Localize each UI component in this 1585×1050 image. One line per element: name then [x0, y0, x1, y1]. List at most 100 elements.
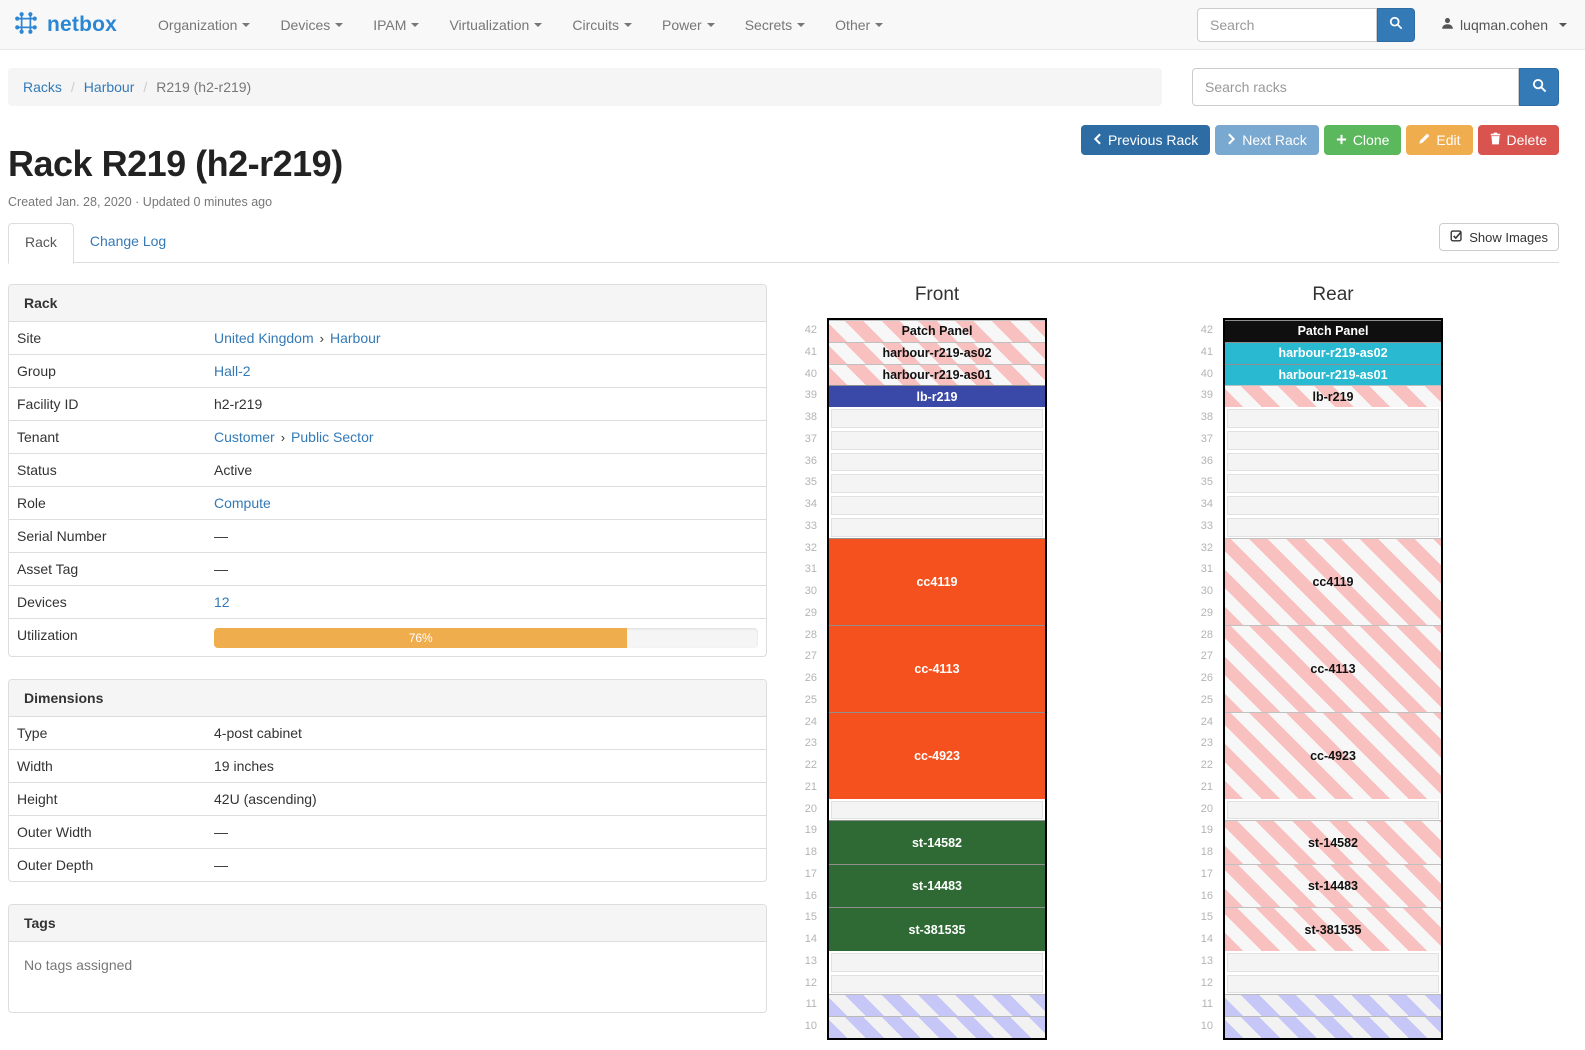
- edit-label: Edit: [1436, 132, 1461, 148]
- unit-number: 25: [804, 693, 817, 706]
- nav-item-ipam[interactable]: IPAM: [358, 0, 434, 50]
- nav-item-power[interactable]: Power: [647, 0, 730, 50]
- value-link[interactable]: United Kingdom: [214, 330, 314, 346]
- unit-number: 38: [1200, 411, 1213, 423]
- rack-unit-device[interactable]: lb-r219: [1225, 385, 1441, 407]
- rack-unit-device[interactable]: harbour-r219-as02: [1225, 341, 1441, 364]
- value-link[interactable]: Public Sector: [291, 429, 374, 445]
- user-menu[interactable]: luqman.cohen: [1441, 17, 1573, 33]
- rack-unit-empty: [1225, 973, 1441, 995]
- rack-search-button[interactable]: [1519, 68, 1559, 106]
- rack-unit-device[interactable]: cc4119: [1225, 537, 1441, 625]
- nav-item-other[interactable]: Other: [820, 0, 898, 50]
- rack-unit-device[interactable]: st-381535: [829, 907, 1045, 951]
- attr-label: Serial Number: [17, 528, 107, 544]
- chevron-left-icon: [1093, 132, 1102, 148]
- breadcrumb-item[interactable]: Harbour: [83, 79, 135, 95]
- rack-unit-device[interactable]: Patch Panel: [1225, 320, 1441, 342]
- unit-number: 37: [1200, 432, 1213, 445]
- clone-button[interactable]: Clone: [1323, 125, 1402, 155]
- nav-item-secrets[interactable]: Secrets: [730, 0, 820, 50]
- chevron-down-icon: [534, 22, 543, 27]
- rack-unit-device[interactable]: cc4119: [829, 537, 1045, 625]
- global-search-input[interactable]: [1197, 7, 1378, 42]
- unit-number: 26: [1200, 672, 1213, 684]
- rack-search-input[interactable]: [1192, 68, 1519, 106]
- device-name: cc-4923: [914, 748, 960, 763]
- value-link[interactable]: Harbour: [329, 330, 381, 346]
- empty-unit-fill: [1227, 517, 1439, 537]
- clone-label: Clone: [1352, 132, 1390, 148]
- rack-unit-device[interactable]: st-14582: [829, 820, 1045, 864]
- value-text: h2-r219: [214, 396, 263, 412]
- global-search-button[interactable]: [1377, 7, 1416, 42]
- unit-number: 18: [1200, 846, 1213, 858]
- plus-icon: [1336, 132, 1347, 148]
- attr-label: Role: [17, 495, 46, 511]
- panel-title: Dimensions: [9, 680, 766, 717]
- rack-unit-device[interactable]: harbour-r219-as01: [1225, 363, 1441, 386]
- attr-value: Active: [206, 454, 766, 486]
- unit-number: 13: [804, 954, 817, 967]
- show-images-button[interactable]: Show Images: [1439, 223, 1559, 251]
- tab-change-log[interactable]: Change Log: [89, 233, 167, 249]
- attr-label: Height: [17, 791, 58, 807]
- rack-unit-device[interactable]: harbour-r219-as02: [829, 341, 1045, 364]
- value-link[interactable]: Compute: [214, 495, 271, 511]
- rack-unit-device[interactable]: cc-4113: [829, 624, 1045, 712]
- attr-value: 12: [206, 586, 766, 618]
- device-name: st-381535: [908, 922, 966, 937]
- delete-button[interactable]: Delete: [1477, 125, 1559, 155]
- chevron-down-icon: [624, 22, 633, 27]
- unit-number: 19: [1200, 824, 1213, 837]
- edit-button[interactable]: Edit: [1406, 125, 1473, 155]
- rack-unit-reserved: [1225, 994, 1441, 1016]
- rack-unit-device[interactable]: cc-4113: [1225, 624, 1441, 712]
- nav-item-label: Circuits: [572, 16, 620, 33]
- unit-number: 36: [1200, 454, 1213, 467]
- device-name: lb-r219: [916, 389, 958, 404]
- breadcrumb-item[interactable]: Racks: [23, 79, 62, 95]
- value-link[interactable]: Hall-2: [214, 363, 251, 379]
- attr-value: United Kingdom › Harbour: [206, 322, 766, 354]
- tab-rack[interactable]: Rack: [8, 223, 74, 264]
- rack-unit-device[interactable]: Patch Panel: [829, 320, 1045, 342]
- rack-unit-device[interactable]: harbour-r219-as01: [829, 363, 1045, 386]
- nav-item-devices[interactable]: Devices: [265, 0, 358, 50]
- nav-item-virtualization[interactable]: Virtualization: [434, 0, 557, 50]
- attr-label: Type: [17, 725, 48, 741]
- netbox-brand[interactable]: netbox: [12, 9, 117, 40]
- empty-unit-fill: [831, 952, 1043, 972]
- rack-unit-device[interactable]: cc-4923: [829, 711, 1045, 799]
- tags-empty-message: No tags assigned: [24, 957, 133, 973]
- unit-number: 11: [805, 998, 817, 1011]
- value-link[interactable]: Customer: [214, 429, 275, 445]
- next-rack-label: Next Rack: [1242, 132, 1307, 148]
- rack-unit-device[interactable]: lb-r219: [829, 385, 1045, 407]
- device-name: st-14582: [911, 835, 963, 850]
- previous-rack-button[interactable]: Previous Rack: [1080, 125, 1211, 155]
- device-name: Patch Panel: [901, 324, 973, 339]
- value-text: 4-post cabinet: [214, 725, 302, 741]
- dimensions-panel: Dimensions Type 4-post cabinet Width 19 inc…: [8, 679, 767, 882]
- nav-item-circuits[interactable]: Circuits: [557, 0, 647, 50]
- chevron-down-icon: [335, 22, 344, 27]
- utilization-fill: 76%: [214, 628, 628, 648]
- unit-number: 19: [804, 824, 817, 837]
- value-link[interactable]: 12: [214, 594, 230, 610]
- rack-unit-device[interactable]: st-14483: [829, 863, 1045, 908]
- rack-unit-device[interactable]: cc-4923: [1225, 711, 1441, 799]
- nav-item-label: Devices: [280, 16, 331, 33]
- device-name: lb-r219: [1312, 389, 1354, 404]
- rack-unit-device[interactable]: st-381535: [1225, 907, 1441, 951]
- delete-label: Delete: [1506, 132, 1547, 148]
- nav-item-organization[interactable]: Organization: [143, 0, 265, 50]
- attr-label: Utilization: [17, 627, 78, 643]
- attr-value: 19 inches: [206, 750, 766, 782]
- attr-value: 4-post cabinet: [206, 717, 766, 749]
- nav-menu: Organization Devices IPAM Virtualization Cir…: [143, 0, 898, 50]
- rack-unit-empty: [829, 494, 1045, 516]
- rack-unit-device[interactable]: st-14483: [1225, 863, 1441, 908]
- next-rack-button[interactable]: Next Rack: [1215, 125, 1319, 155]
- rack-unit-device[interactable]: st-14582: [1225, 820, 1441, 864]
